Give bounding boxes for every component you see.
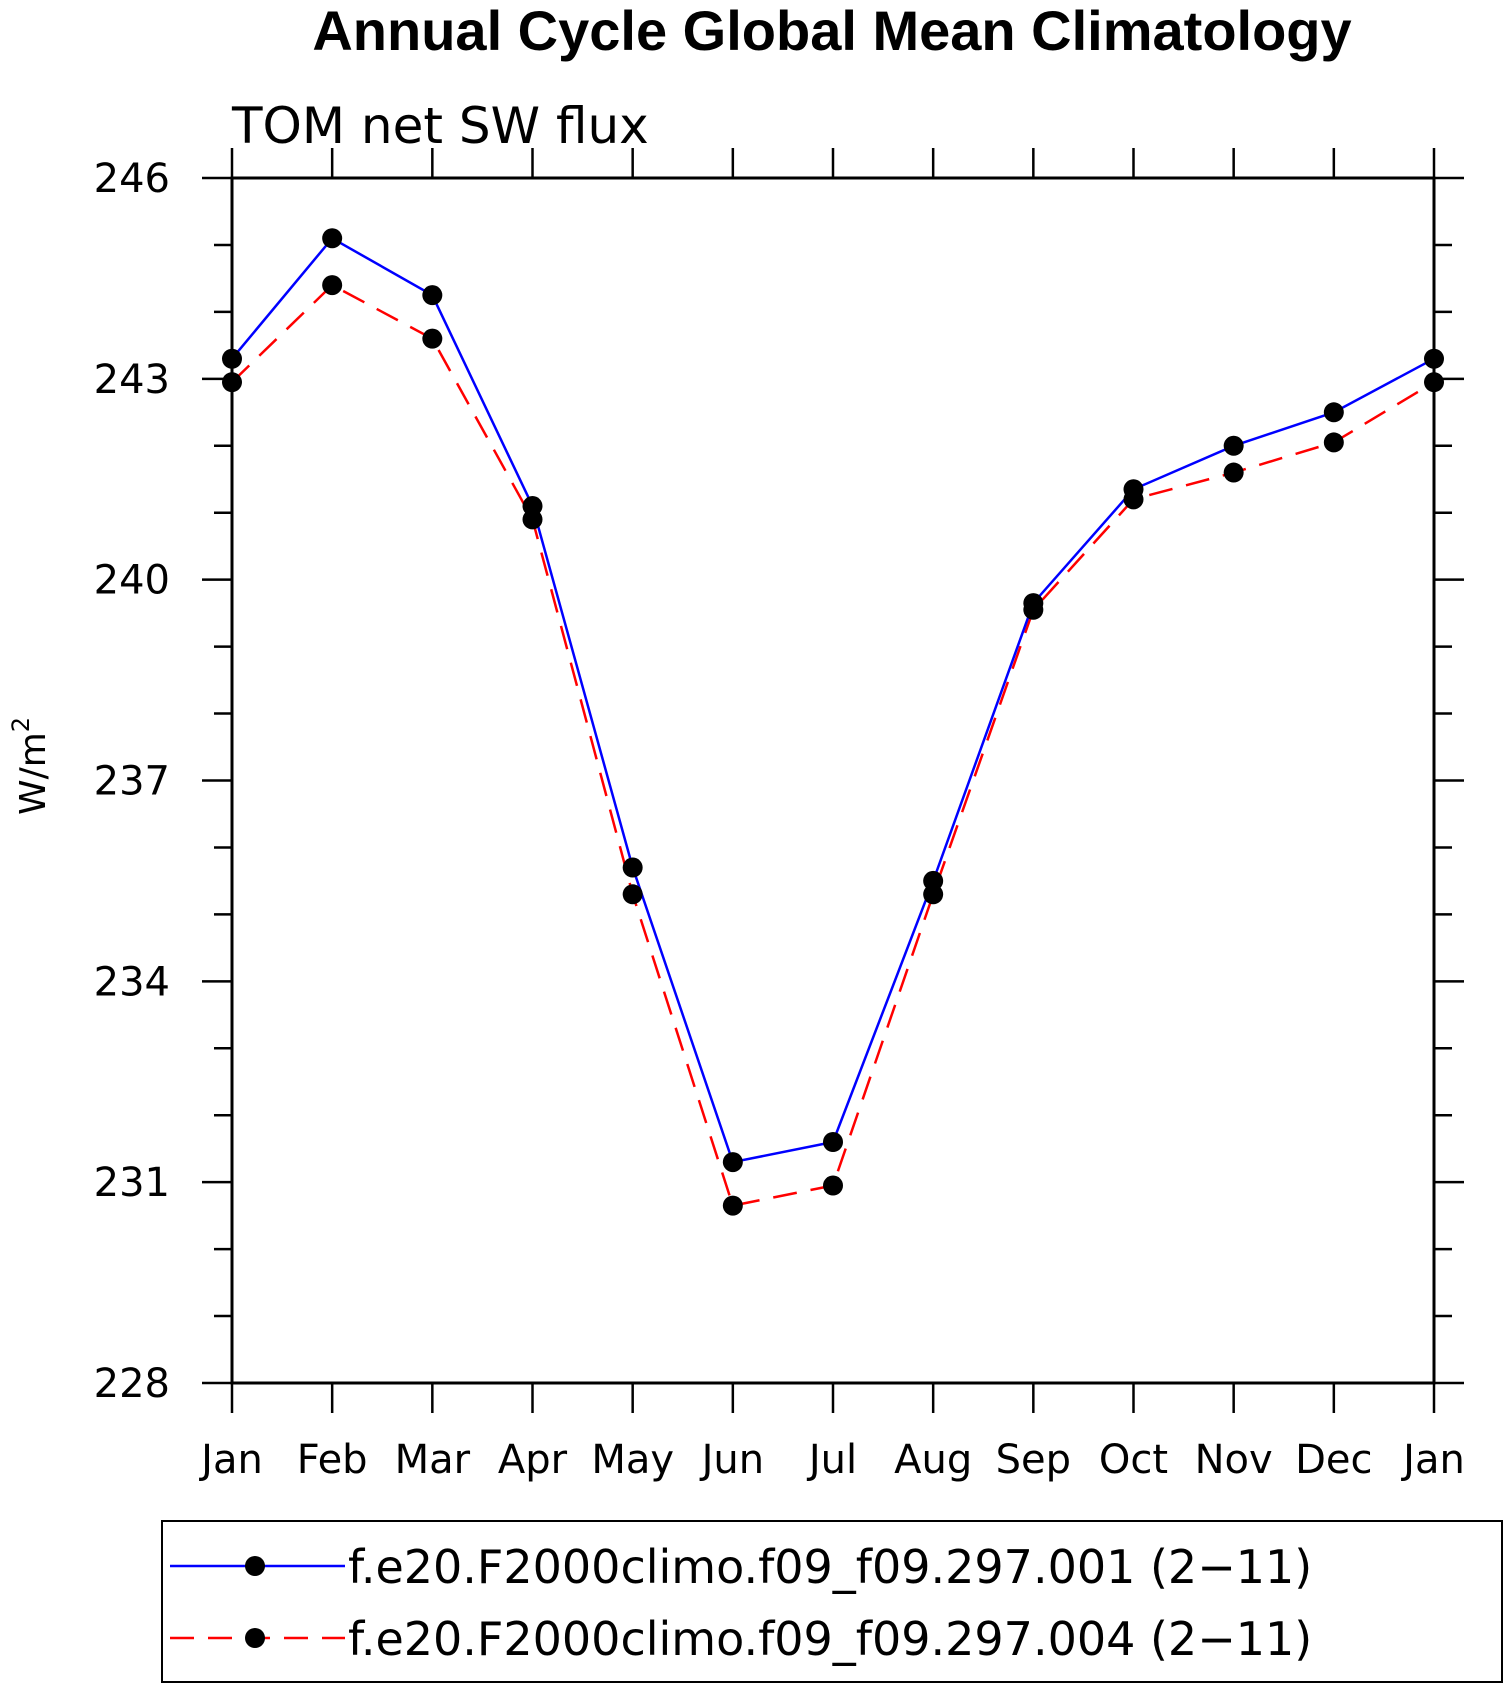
y-tick-label: 228 — [94, 1361, 170, 1407]
x-axis: Jan Feb Mar Apr May Jun Jul Aug Sep Oct Nov Dec Jan — [198, 148, 1465, 1483]
x-tick-label: Oct — [1099, 1437, 1168, 1483]
plot-frame — [230, 176, 1436, 1385]
x-tick-label: Feb — [297, 1437, 368, 1483]
series-2-point — [1323, 432, 1344, 453]
x-tick-label: Aug — [894, 1437, 972, 1483]
series-2-point — [222, 372, 242, 393]
y-tick-label: 231 — [94, 1160, 170, 1206]
series-1-point — [722, 1152, 743, 1173]
series-2-point — [1123, 489, 1144, 510]
series-1-point — [622, 857, 643, 878]
series-1-point — [1323, 402, 1344, 423]
series-line-2 — [231, 283, 1435, 1208]
x-tick-label: Jun — [699, 1437, 765, 1483]
x-tick-label: Apr — [498, 1437, 568, 1483]
y-tick-label: 237 — [94, 759, 170, 805]
series-2-point — [823, 1175, 843, 1196]
series-2-point — [1023, 599, 1044, 620]
series-2-point — [422, 328, 443, 349]
y-tick-label: 240 — [94, 558, 170, 604]
x-tick-label: Dec — [1295, 1437, 1372, 1483]
x-tick-label: Nov — [1195, 1437, 1273, 1483]
y-axis-label-unit: W/m — [13, 732, 54, 815]
y-tick-label: 234 — [94, 959, 170, 1005]
legend-box — [161, 1520, 1503, 1683]
x-tick-label: May — [591, 1437, 674, 1483]
series-2-point — [722, 1195, 743, 1216]
legend-label-2: f.e20.F2000climo.f09_f09.297.004 (2−11) — [348, 1612, 1312, 1666]
legend-label-1: f.e20.F2000climo.f09_f09.297.001 (2−11) — [348, 1540, 1312, 1594]
series-1-point — [222, 348, 242, 369]
series-2-point — [1223, 462, 1244, 483]
series-1-point — [322, 228, 343, 249]
y-axis-label: W/m2 — [7, 717, 54, 815]
series-1-point — [1223, 435, 1244, 456]
series-2-point — [522, 509, 543, 530]
legend: f.e20.F2000climo.f09_f09.297.001 (2−11) f… — [170, 1540, 1312, 1666]
x-tick-label: Sep — [996, 1437, 1071, 1483]
series-2-point — [622, 884, 643, 905]
series-2-point — [1424, 372, 1444, 393]
legend-marker-1 — [245, 1556, 265, 1576]
series-2-point — [322, 275, 343, 296]
y-axis-label-exponent: 2 — [7, 717, 35, 732]
y-tick-label: 243 — [94, 357, 170, 403]
y-axis: 228 231 234 237 240 243 246 — [94, 156, 1464, 1407]
series-layer — [222, 228, 1444, 1216]
series-2-point — [923, 884, 944, 905]
x-tick-label: Jul — [806, 1437, 857, 1483]
legend-marker-2 — [245, 1628, 265, 1648]
x-tick-label: Jan — [198, 1437, 263, 1483]
series-1-point — [422, 285, 443, 306]
x-tick-label: Mar — [395, 1437, 471, 1483]
series-1-point — [1424, 348, 1444, 369]
series-line-1 — [231, 236, 1435, 1164]
chart-subtitle: TOM net SW flux — [231, 97, 649, 155]
series-1-point — [823, 1132, 843, 1152]
y-tick-label: 246 — [94, 156, 170, 202]
x-tick-label: Jan — [1400, 1437, 1465, 1483]
chart-title: Annual Cycle Global Mean Climatology — [312, 0, 1351, 62]
